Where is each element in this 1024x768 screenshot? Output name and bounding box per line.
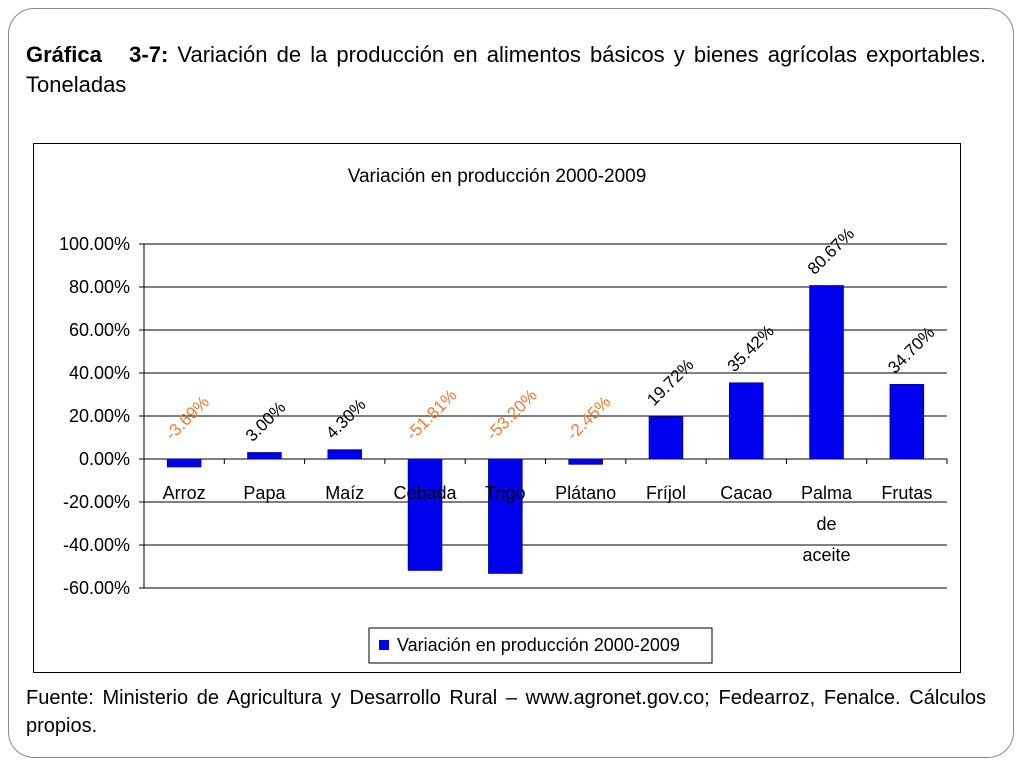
x-category-label: Palma de aceite xyxy=(801,483,853,565)
bar-cacao xyxy=(728,382,764,460)
legend-label: Variación en producción 2000-2009 xyxy=(397,635,680,655)
bar-papa xyxy=(247,452,282,460)
bar-fríjol xyxy=(648,416,684,460)
data-label: 4.30% xyxy=(322,395,370,443)
bar-frutas xyxy=(889,383,925,460)
legend-box xyxy=(368,627,713,664)
y-tick-label: -20.00% xyxy=(63,492,130,512)
y-tick-label: -60.00% xyxy=(63,578,130,598)
heading-label: Gráfica xyxy=(26,42,102,67)
y-tick-label: 80.00% xyxy=(69,277,130,297)
x-category-label: Papa xyxy=(243,483,286,503)
x-category-label: Fríjol xyxy=(646,483,686,503)
x-category-label: Cebada xyxy=(394,483,458,503)
y-tick-label: 100.00% xyxy=(59,234,130,254)
source-note: Fuente: Ministerio de Agricultura y Desa… xyxy=(26,687,986,737)
data-label: -2.45% xyxy=(563,392,615,444)
heading-number: 3-7: xyxy=(129,42,169,67)
y-tick-label: -40.00% xyxy=(63,535,130,555)
x-category-label: Arroz xyxy=(163,483,206,503)
bar-plátano xyxy=(568,458,603,465)
y-axis: 100.00% 80.00% 60.00% 40.00% 20.00% 0.00% -20.… xyxy=(59,234,948,598)
data-label: -51.81% xyxy=(402,386,460,444)
legend: Variación en producción 2000-2009 xyxy=(368,627,713,664)
chart-title: Variación en producción 2000-2009 xyxy=(348,166,647,187)
x-category-label: Trigo xyxy=(485,483,525,503)
data-label: -3.69% xyxy=(162,392,214,444)
data-label: 34.70% xyxy=(884,323,938,377)
y-tick-label: 60.00% xyxy=(69,320,130,340)
legend-swatch xyxy=(379,640,389,650)
data-label: -53.20% xyxy=(483,386,541,444)
x-axis-labels: Arroz Papa Maíz Cebada Trigo Plátano Fríjol Cac… xyxy=(163,483,933,565)
x-category-label: Frutas xyxy=(881,483,932,503)
x-category-label: Plátano xyxy=(555,483,616,503)
bar-trigo xyxy=(488,458,523,574)
y-tick-label: 40.00% xyxy=(69,363,130,383)
bars xyxy=(166,285,925,574)
y-tick-label: 0.00% xyxy=(79,449,130,469)
data-label: 19.72% xyxy=(643,355,697,409)
x-category-label: Cacao xyxy=(720,483,772,503)
x-category-label: Maíz xyxy=(325,483,364,503)
bar-chart: Variación en producción 2000-2009 100.00… xyxy=(59,166,948,664)
heading-text: Variación de la producción en alimentos … xyxy=(26,42,987,97)
bar-arroz xyxy=(166,458,202,468)
bar-maíz xyxy=(327,449,363,460)
y-tick-label: 20.00% xyxy=(69,406,130,426)
chart-container: Variación en producción 2000-2009 100.00… xyxy=(33,143,961,673)
bar-cebada xyxy=(407,458,443,571)
data-label: 3.00% xyxy=(242,398,290,446)
chart-heading: Gráfica 3-7: Variación de la producción … xyxy=(26,40,986,100)
bar-palma-de-aceite xyxy=(809,285,844,460)
data-label: 80.67% xyxy=(804,224,858,278)
